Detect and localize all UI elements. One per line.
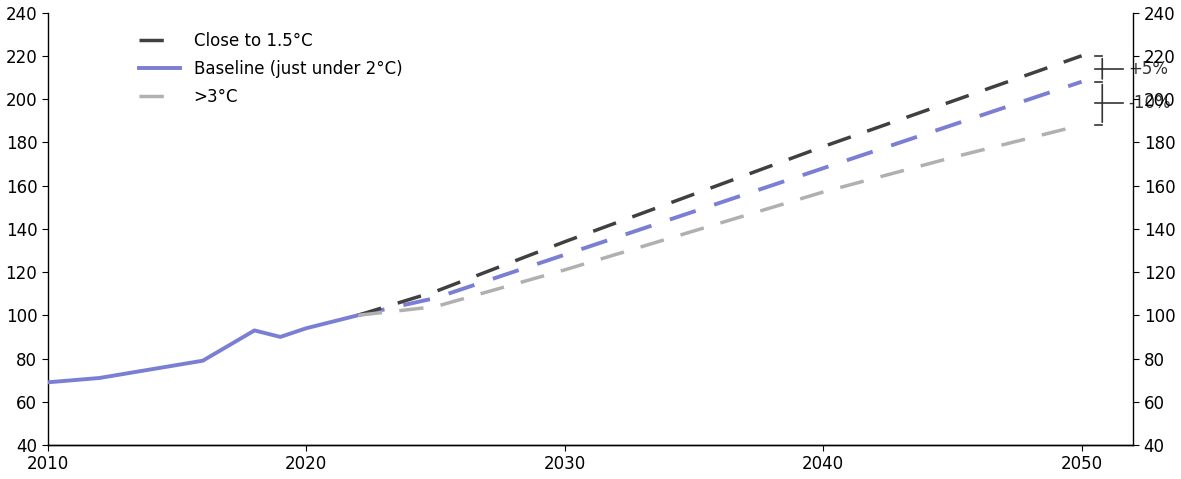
Text: +5%: +5%: [1128, 60, 1168, 78]
Text: -10%: -10%: [1128, 94, 1170, 113]
Legend: Close to 1.5°C, Baseline (just under 2°C), >3°C: Close to 1.5°C, Baseline (just under 2°C…: [132, 25, 409, 113]
